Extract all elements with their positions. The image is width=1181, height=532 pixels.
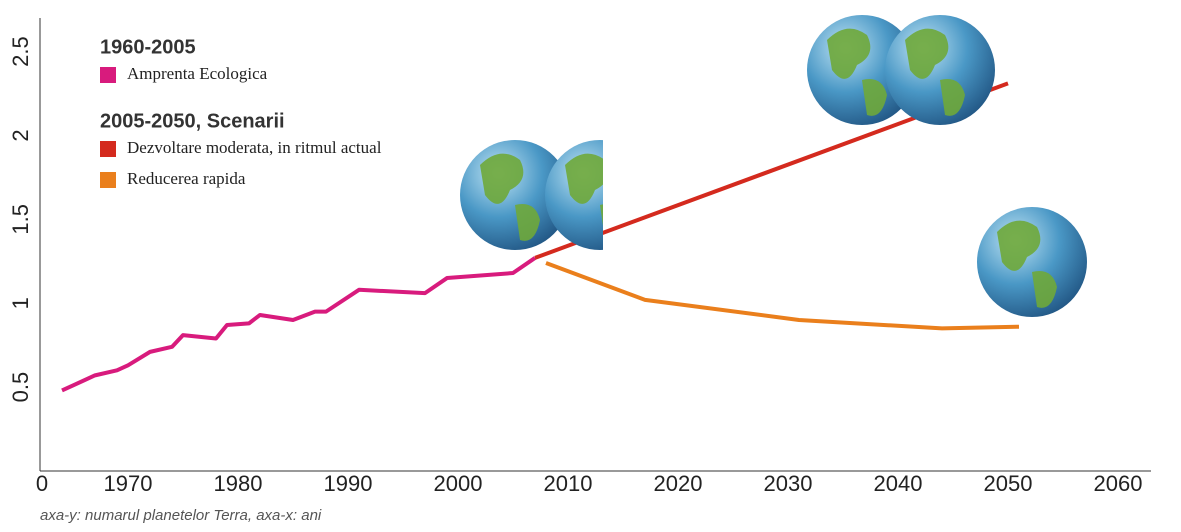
legend-label: Amprenta Ecologica xyxy=(127,64,268,83)
legend-label: Dezvoltare moderata, in ritmul actual xyxy=(127,138,382,157)
x-tick-label: 2020 xyxy=(654,471,703,496)
globe xyxy=(807,15,917,125)
x-tick-label: 2050 xyxy=(984,471,1033,496)
data-line xyxy=(545,261,1020,331)
x-tick-label: 2060 xyxy=(1094,471,1143,496)
globe xyxy=(545,140,603,250)
legend-group-title: 2005-2050, Scenarii xyxy=(100,110,285,132)
x-tick-label: 1980 xyxy=(214,471,263,496)
globe xyxy=(885,15,995,125)
y-tick-label: 1 xyxy=(8,297,33,309)
y-tick-label: 0 xyxy=(36,471,48,496)
legend-swatch xyxy=(100,141,116,157)
legend-swatch xyxy=(100,172,116,188)
x-tick-label: 2000 xyxy=(434,471,483,496)
globes xyxy=(460,15,1087,317)
x-tick-label: 2010 xyxy=(544,471,593,496)
y-tick-label: 2 xyxy=(8,129,33,141)
data-line xyxy=(61,256,537,393)
x-tick-label: 2040 xyxy=(874,471,923,496)
y-tick-label: 2.5 xyxy=(8,36,33,67)
legend-label: Reducerea rapida xyxy=(127,169,246,188)
globe xyxy=(460,140,570,250)
x-tick-label: 2030 xyxy=(764,471,813,496)
x-tick-label: 1970 xyxy=(104,471,153,496)
y-tick-label: 0.5 xyxy=(8,372,33,403)
axis-note: axa-y: numarul planetelor Terra, axa-x: … xyxy=(40,507,322,524)
globe xyxy=(977,207,1087,317)
y-tick-label: 1.5 xyxy=(8,204,33,235)
legend-swatch xyxy=(100,67,116,83)
x-tick-label: 1990 xyxy=(324,471,373,496)
legend-group-title: 1960-2005 xyxy=(100,36,196,58)
